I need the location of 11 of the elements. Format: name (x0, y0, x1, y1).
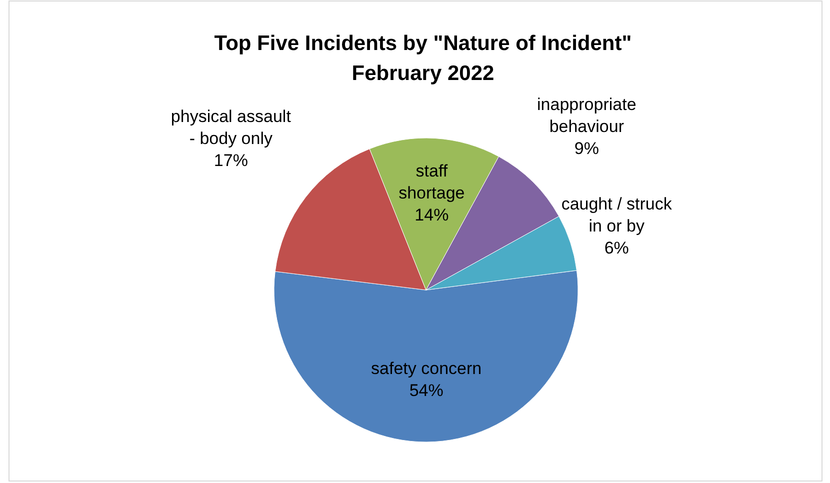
data-label: 9% (574, 140, 599, 159)
slice-label: inappropriate behaviour (537, 96, 636, 137)
data-label: 17% (214, 151, 248, 170)
data-label: 14% (414, 206, 449, 225)
data-label: 54% (409, 382, 444, 401)
slice-label: staff shortage (398, 162, 465, 203)
slice-label: caught / struck in or by (561, 194, 672, 236)
slice-label: physical assault - body only (170, 107, 292, 148)
data-label: 6% (604, 238, 629, 258)
slice-label: safety concern (371, 360, 482, 379)
chart-title: Top Five Incidents by "Nature of Incident" February 2022 (214, 32, 632, 85)
